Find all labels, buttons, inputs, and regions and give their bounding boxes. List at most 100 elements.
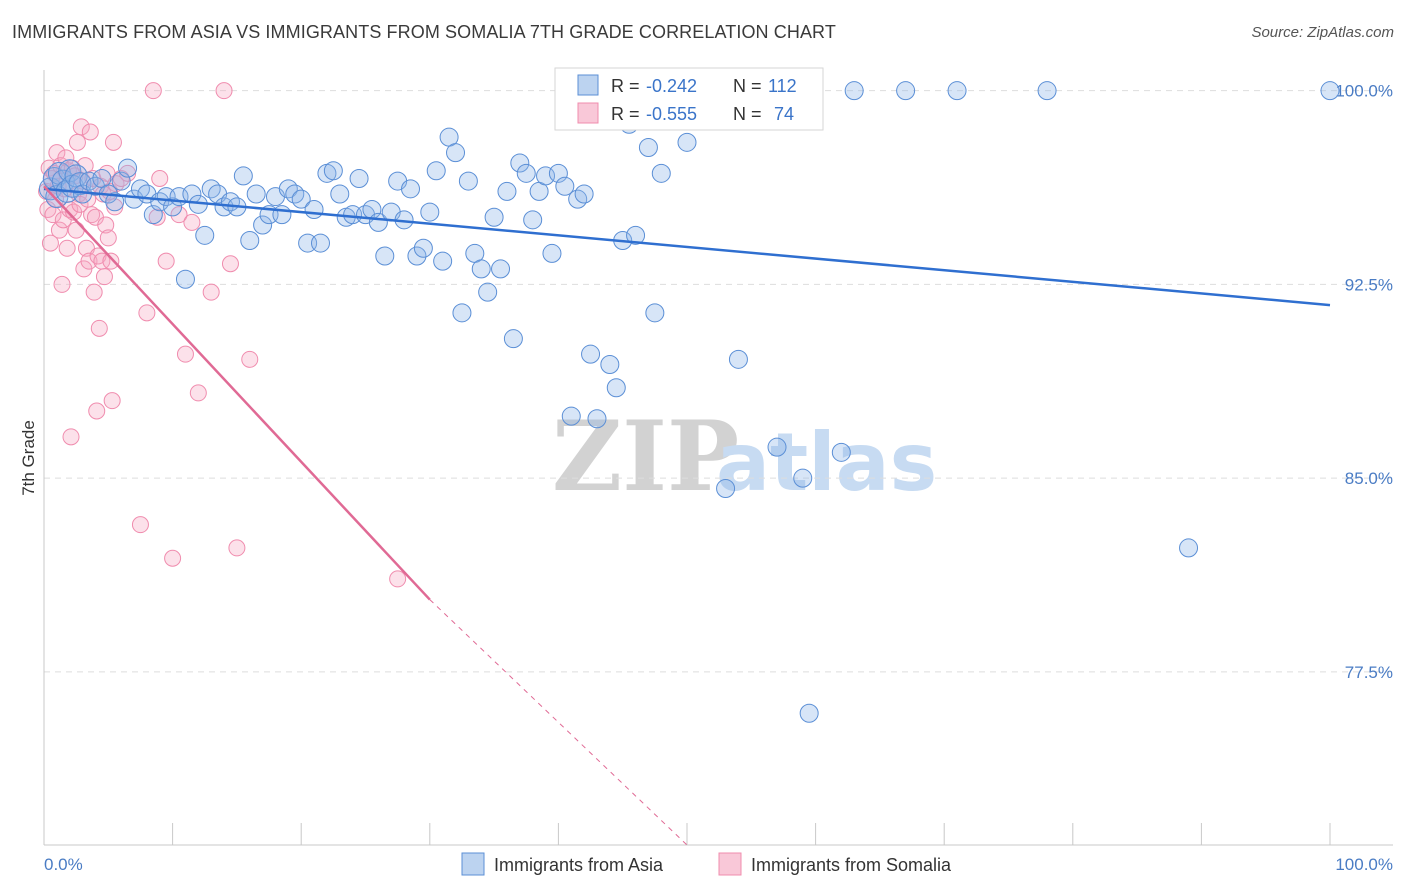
stats-somalia-r-value: -0.555 — [646, 104, 697, 124]
chart-title: IMMIGRANTS FROM ASIA VS IMMIGRANTS FROM … — [12, 22, 836, 42]
somalia-point-19 — [62, 428, 80, 446]
asia-point-36 — [240, 231, 260, 250]
asia-point-29 — [195, 225, 215, 245]
asia-point-86 — [561, 406, 581, 426]
somalia-point-50 — [102, 252, 120, 270]
somalia-point-70 — [221, 255, 239, 273]
asia-point-105 — [793, 468, 813, 488]
stats-asia-n-value: 112 — [768, 76, 797, 96]
asia-point-65 — [426, 161, 446, 181]
asia-point-30 — [201, 179, 221, 199]
somalia-point-57 — [131, 516, 149, 534]
somalia-point-72 — [241, 350, 259, 368]
legend-asia-swatch — [461, 852, 485, 876]
somalia-point-41 — [90, 319, 108, 337]
asia-point-72 — [471, 259, 491, 279]
somalia-point-48 — [99, 229, 117, 247]
asia-point-42 — [278, 179, 298, 199]
asia-point-99 — [677, 132, 697, 152]
y-tick-label-3: 77.5% — [1345, 663, 1393, 682]
stats-asia-n-label: N = — [733, 76, 762, 96]
somalia-point-27 — [72, 118, 90, 136]
asia-point-109 — [896, 81, 916, 101]
somalia-point-15 — [57, 149, 75, 167]
stats-somalia-n-label: N = — [733, 104, 762, 124]
asia-point-88 — [574, 184, 594, 204]
asia-point-24 — [163, 197, 183, 217]
somalia-point-39 — [88, 402, 106, 420]
somalia-point-16 — [58, 239, 76, 257]
asia-point-90 — [587, 409, 607, 429]
asia-point-63 — [413, 238, 433, 258]
asia-point-76 — [497, 181, 517, 201]
asia-point-96 — [638, 138, 658, 157]
y-tick-label-2: 85.0% — [1345, 469, 1393, 488]
stats-somalia-r-label: R = — [611, 104, 640, 124]
watermark-atlas: atlas — [716, 416, 937, 509]
watermark-zip: ZIP — [552, 400, 739, 513]
stats-asia-swatch — [577, 74, 599, 96]
y-tick-label-0: 100.0% — [1335, 82, 1393, 101]
asia-point-43 — [285, 184, 305, 204]
asia-point-38 — [253, 215, 273, 235]
asia-point-75 — [491, 259, 511, 279]
somalia-point-10 — [50, 221, 68, 239]
asia-point-77 — [503, 329, 523, 349]
somalia-point-33 — [80, 252, 98, 270]
chart-source: Source: ZipAtlas.com — [1251, 24, 1394, 41]
asia-point-41 — [272, 205, 292, 225]
asia-point-44 — [291, 189, 311, 209]
somalia-point-58 — [138, 304, 156, 322]
somalia-point-61 — [151, 170, 169, 187]
asia-point-53 — [349, 169, 369, 188]
asia-point-18 — [124, 189, 144, 209]
y-tick-labels: 100.0% 92.5% 85.0% 77.5% — [1335, 82, 1393, 682]
asia-point-97 — [645, 303, 665, 323]
asia-point-61 — [401, 179, 421, 199]
x-tick-label-left: 0.0% — [44, 855, 83, 874]
asia-point-89 — [581, 344, 601, 364]
asia-point-113 — [1320, 81, 1340, 101]
asia-point-92 — [606, 378, 626, 398]
legend-somalia-label: Immigrants from Somalia — [751, 855, 952, 875]
legend-asia-label: Immigrants from Asia — [494, 855, 664, 875]
asia-point-101 — [716, 479, 736, 498]
trend-line-asia — [43, 187, 1331, 307]
somalia-point-73 — [389, 570, 407, 588]
asia-point-37 — [246, 184, 266, 204]
asia-point-83 — [542, 243, 562, 263]
asia-point-70 — [458, 171, 478, 191]
asia-point-15 — [105, 192, 125, 212]
somalia-point-45 — [95, 268, 113, 286]
asia-point-35 — [233, 166, 253, 186]
asia-point-102 — [728, 349, 748, 369]
trend-lines — [43, 185, 1331, 846]
asia-point-95 — [626, 225, 646, 245]
asia-point-50 — [330, 184, 350, 204]
somalia-point-62 — [157, 252, 175, 270]
somalia-point-66 — [183, 213, 201, 231]
somalia-point-34 — [81, 123, 99, 141]
asia-point-46 — [304, 200, 324, 219]
asia-point-87 — [568, 189, 588, 209]
stats-legend: R = -0.242 N = 112 R = -0.555 N = 74 — [554, 67, 824, 131]
asia-point-91 — [600, 355, 620, 374]
somalia-point-63 — [164, 549, 182, 567]
somalia-point-69 — [215, 82, 233, 100]
stats-somalia-n-value: 74 — [774, 104, 794, 124]
asia-point-110 — [947, 81, 967, 101]
bottom-legend: Immigrants from Asia Immigrants from Som… — [461, 852, 952, 876]
somalia-point-65 — [176, 345, 194, 363]
somalia-point-37 — [85, 283, 103, 301]
asia-point-68 — [446, 143, 466, 163]
zipatlas-watermark: ZIP atlas — [552, 400, 937, 513]
somalia-point-3 — [41, 234, 59, 252]
series-somalia-points — [38, 82, 407, 588]
stats-asia-r-label: R = — [611, 76, 640, 96]
somalia-point-52 — [104, 133, 122, 151]
asia-point-98 — [651, 163, 671, 183]
asia-point-62 — [407, 246, 427, 266]
somalia-point-59 — [144, 82, 162, 100]
asia-point-47 — [310, 233, 330, 253]
